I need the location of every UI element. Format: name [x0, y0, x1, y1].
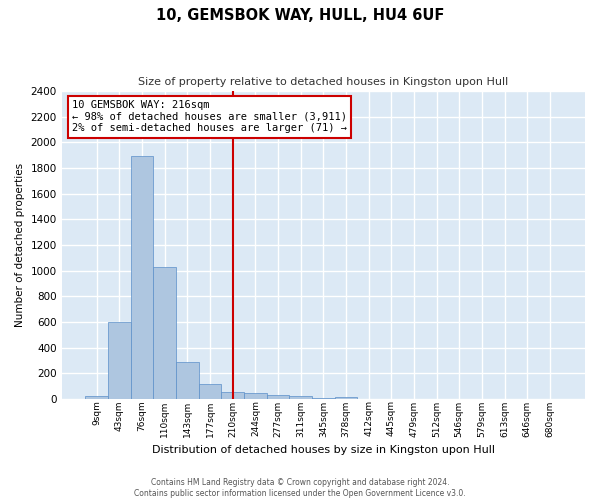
- Title: Size of property relative to detached houses in Kingston upon Hull: Size of property relative to detached ho…: [138, 78, 508, 88]
- Text: 10 GEMSBOK WAY: 216sqm
← 98% of detached houses are smaller (3,911)
2% of semi-d: 10 GEMSBOK WAY: 216sqm ← 98% of detached…: [72, 100, 347, 134]
- Bar: [289, 396, 312, 399]
- Bar: [312, 398, 335, 399]
- Bar: [199, 384, 221, 399]
- Y-axis label: Number of detached properties: Number of detached properties: [15, 163, 25, 327]
- Bar: [154, 267, 176, 399]
- Bar: [221, 392, 244, 399]
- Text: Contains HM Land Registry data © Crown copyright and database right 2024.
Contai: Contains HM Land Registry data © Crown c…: [134, 478, 466, 498]
- Bar: [335, 397, 358, 399]
- Bar: [108, 322, 131, 399]
- Bar: [176, 362, 199, 399]
- Bar: [131, 156, 154, 399]
- Text: 10, GEMSBOK WAY, HULL, HU4 6UF: 10, GEMSBOK WAY, HULL, HU4 6UF: [156, 8, 444, 22]
- Bar: [85, 396, 108, 399]
- Bar: [266, 395, 289, 399]
- X-axis label: Distribution of detached houses by size in Kingston upon Hull: Distribution of detached houses by size …: [152, 445, 495, 455]
- Bar: [244, 393, 266, 399]
